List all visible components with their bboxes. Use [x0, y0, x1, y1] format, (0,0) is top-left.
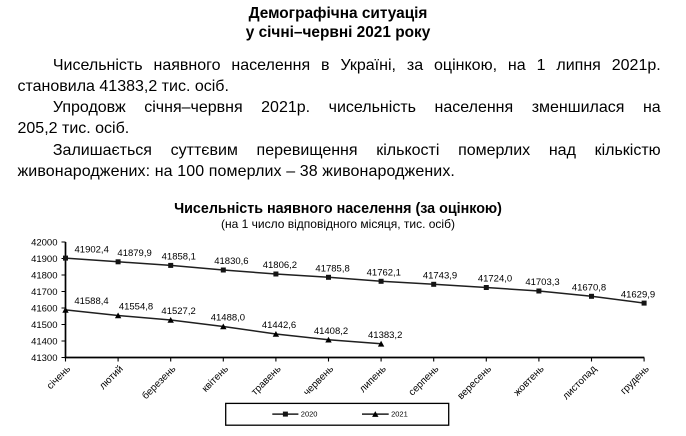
svg-text:42000: 42000 [31, 237, 57, 248]
svg-text:41383,2: 41383,2 [368, 330, 402, 341]
svg-text:листопад: листопад [561, 364, 599, 402]
svg-text:жовтень: жовтень [512, 364, 547, 399]
svg-text:квітень: квітень [200, 364, 231, 395]
svg-text:травень: травень [249, 364, 283, 398]
svg-text:41588,4: 41588,4 [74, 296, 108, 307]
svg-text:41879,9: 41879,9 [117, 248, 151, 259]
svg-text:41488,0: 41488,0 [211, 313, 245, 324]
svg-text:41300: 41300 [31, 353, 57, 364]
svg-text:січень: січень [45, 364, 73, 392]
svg-text:41724,0: 41724,0 [478, 274, 512, 285]
svg-text:41442,6: 41442,6 [262, 320, 296, 331]
svg-text:червень: червень [302, 364, 337, 399]
svg-text:41902,4: 41902,4 [75, 244, 109, 255]
svg-text:41830,6: 41830,6 [214, 256, 248, 267]
svg-text:41743,9: 41743,9 [423, 271, 457, 282]
svg-text:41703,3: 41703,3 [525, 277, 559, 288]
svg-text:грудень: грудень [619, 364, 652, 397]
svg-text:41629,9: 41629,9 [621, 289, 655, 300]
svg-text:41858,1: 41858,1 [162, 252, 196, 263]
svg-text:41400: 41400 [31, 336, 57, 347]
svg-text:березень: березень [140, 363, 179, 402]
svg-text:41700: 41700 [31, 287, 57, 298]
svg-text:2021: 2021 [391, 410, 408, 419]
svg-text:41800: 41800 [31, 270, 57, 281]
svg-text:41670,8: 41670,8 [572, 283, 606, 294]
svg-text:41806,2: 41806,2 [263, 260, 297, 271]
svg-text:2020: 2020 [301, 410, 318, 419]
svg-text:41500: 41500 [31, 320, 57, 331]
svg-text:серпень: серпень [407, 364, 442, 399]
svg-text:41900: 41900 [31, 254, 57, 265]
svg-text:41527,2: 41527,2 [161, 306, 195, 317]
svg-text:41600: 41600 [31, 303, 57, 314]
svg-text:41408,2: 41408,2 [314, 326, 348, 337]
svg-text:41554,8: 41554,8 [119, 302, 153, 313]
svg-text:вересень: вересень [456, 364, 494, 402]
svg-text:41785,8: 41785,8 [315, 264, 349, 275]
svg-text:41762,1: 41762,1 [367, 268, 401, 279]
svg-text:липень: липень [358, 364, 389, 395]
svg-text:лютий: лютий [98, 364, 126, 392]
